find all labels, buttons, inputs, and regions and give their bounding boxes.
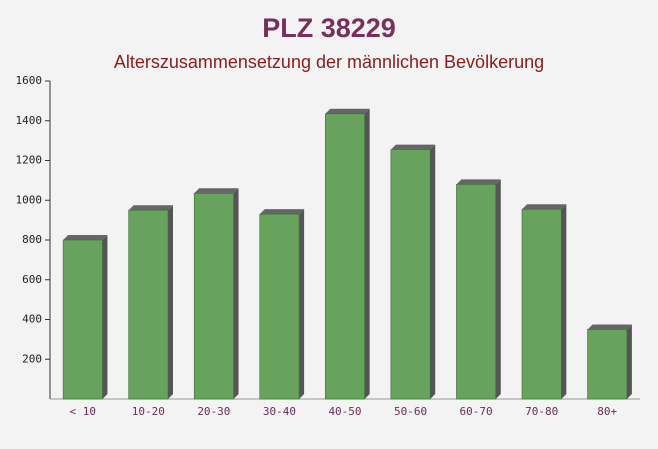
bar-side	[626, 324, 632, 399]
x-tick-label: 80+	[597, 405, 617, 418]
y-tick-label: 800	[22, 233, 42, 246]
y-tick-label: 1200	[16, 154, 43, 167]
bar	[390, 149, 431, 400]
bar-top	[456, 179, 501, 185]
y-tick-label: 1400	[16, 114, 43, 127]
bar	[456, 184, 497, 400]
x-tick-label: < 10	[70, 405, 97, 418]
bar	[128, 209, 169, 400]
y-tick-label: 400	[22, 313, 42, 326]
x-tick-label: 60-70	[460, 405, 493, 418]
bar-top	[128, 205, 173, 211]
y-tick-label: 1600	[16, 74, 43, 87]
x-tick-label: 40-50	[328, 405, 361, 418]
bar	[259, 213, 300, 400]
bar-side	[430, 144, 436, 399]
chart-subtitle: Alterszusammensetzung der männlichen Bev…	[114, 52, 544, 72]
x-tick-label: 50-60	[394, 405, 427, 418]
bar	[325, 113, 365, 400]
bar-side	[168, 205, 173, 399]
y-tick-label: 1000	[16, 193, 43, 206]
bar	[193, 192, 234, 400]
bar	[62, 239, 103, 400]
x-tick-label: 10-20	[132, 405, 165, 418]
bar	[587, 329, 628, 400]
bar	[521, 208, 562, 400]
bar-top	[194, 188, 239, 194]
bar-side	[495, 179, 501, 399]
bar-top	[522, 204, 567, 210]
bar-side	[364, 108, 370, 399]
bar-top	[390, 144, 436, 150]
bar-side	[299, 209, 305, 399]
bar-top	[259, 209, 305, 215]
chart-title: PLZ 38229	[262, 13, 396, 43]
bar-top	[63, 235, 108, 240]
x-tick-label: 20-30	[197, 405, 230, 418]
bar-top	[325, 108, 370, 114]
bar-top	[587, 324, 632, 330]
x-tick-label: 70-80	[525, 405, 558, 418]
y-tick-label: 200	[22, 352, 42, 365]
bar-side	[233, 188, 239, 399]
y-tick-label: 600	[22, 273, 42, 286]
x-tick-label: 30-40	[263, 405, 296, 418]
bar-side	[561, 204, 567, 399]
bar-side	[102, 235, 108, 399]
